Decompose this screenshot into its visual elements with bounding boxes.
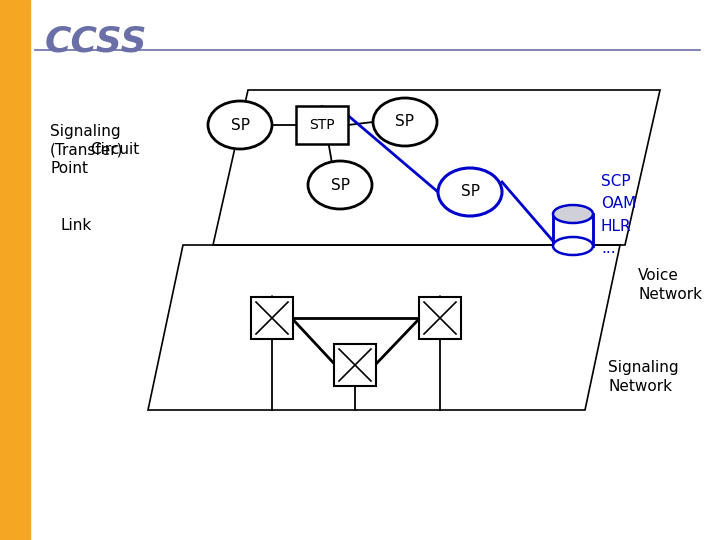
Ellipse shape: [373, 98, 437, 146]
Text: Circuit: Circuit: [90, 143, 139, 158]
Text: SP: SP: [461, 185, 480, 199]
FancyBboxPatch shape: [419, 297, 461, 339]
Text: Link: Link: [60, 218, 91, 233]
Ellipse shape: [553, 237, 593, 255]
Ellipse shape: [553, 205, 593, 223]
Text: Voice
Network: Voice Network: [638, 268, 702, 302]
Text: SP: SP: [230, 118, 250, 132]
Bar: [553, 214, 593, 246]
Ellipse shape: [308, 161, 372, 209]
Text: SP: SP: [395, 114, 415, 130]
Text: Signaling
Network: Signaling Network: [608, 360, 679, 394]
Text: SCP
OAM
HLR
...: SCP OAM HLR ...: [601, 174, 636, 256]
FancyBboxPatch shape: [334, 344, 376, 386]
FancyBboxPatch shape: [296, 106, 348, 144]
Text: STP: STP: [309, 118, 335, 132]
Text: Signaling
(Transfer)
Point: Signaling (Transfer) Point: [50, 124, 124, 176]
Text: SP: SP: [330, 178, 349, 192]
Bar: [0, 0, 30, 540]
FancyBboxPatch shape: [251, 297, 293, 339]
Text: CCSS: CCSS: [45, 25, 148, 59]
Ellipse shape: [208, 101, 272, 149]
Ellipse shape: [438, 168, 502, 216]
